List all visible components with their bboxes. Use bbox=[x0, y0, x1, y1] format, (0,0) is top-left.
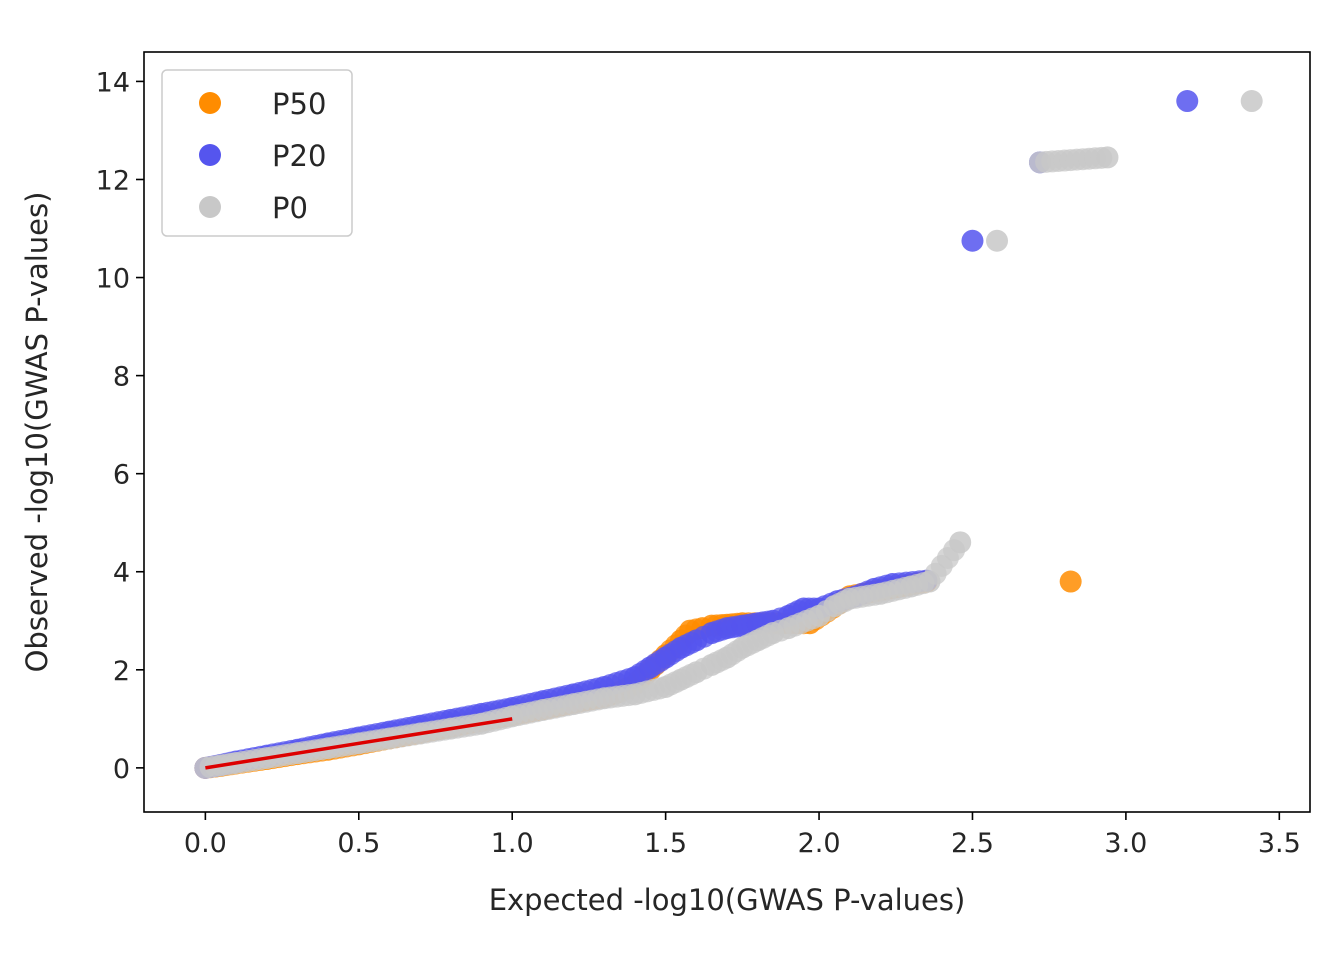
data-point bbox=[1028, 151, 1051, 174]
data-point bbox=[869, 582, 892, 605]
data-point bbox=[961, 229, 984, 252]
x-tick-label: 1.0 bbox=[491, 828, 534, 859]
data-marks bbox=[194, 90, 1263, 779]
x-tick-label: 0.0 bbox=[184, 828, 227, 859]
data-point bbox=[900, 575, 923, 598]
legend-marker bbox=[199, 144, 221, 166]
data-point bbox=[593, 687, 616, 710]
data-point bbox=[562, 693, 585, 716]
data-point bbox=[1176, 90, 1199, 113]
y-tick-label: 10 bbox=[96, 264, 130, 295]
reference-line bbox=[205, 717, 513, 770]
data-point bbox=[1059, 570, 1082, 593]
y-tick-label: 0 bbox=[113, 754, 130, 785]
y-tick-label: 4 bbox=[113, 558, 130, 589]
x-axis-label: Expected -log10(GWAS P-values) bbox=[489, 883, 966, 917]
data-point bbox=[623, 683, 646, 706]
legend-entry-label: P0 bbox=[272, 191, 308, 225]
x-tick-label: 3.0 bbox=[1104, 828, 1147, 859]
y-tick-label: 2 bbox=[113, 656, 130, 687]
data-point bbox=[1240, 90, 1263, 113]
legend-marker bbox=[199, 92, 221, 114]
legend-marker bbox=[199, 196, 221, 218]
y-tick-label: 14 bbox=[96, 67, 130, 98]
data-point bbox=[501, 705, 524, 728]
legend: P50 P20 P0 bbox=[161, 69, 353, 237]
data-point bbox=[531, 699, 554, 722]
y-tick-label: 8 bbox=[113, 362, 130, 393]
x-tick-label: 1.5 bbox=[644, 828, 687, 859]
x-axis: 0.0 0.5 1.0 1.5 2.0 2.5 3.0 3.5 bbox=[184, 812, 1301, 859]
data-point bbox=[777, 617, 800, 640]
data-point bbox=[1096, 146, 1119, 169]
x-tick-label: 3.5 bbox=[1258, 828, 1301, 859]
y-tick-label: 12 bbox=[96, 165, 130, 196]
legend-entry-label: P50 bbox=[272, 87, 326, 121]
x-tick-label: 2.0 bbox=[798, 828, 841, 859]
x-tick-label: 0.5 bbox=[337, 828, 380, 859]
data-point bbox=[918, 570, 941, 593]
x-tick-label: 2.5 bbox=[951, 828, 994, 859]
y-tick-label: 6 bbox=[113, 460, 130, 491]
data-point bbox=[986, 229, 1009, 252]
y-axis-label: Observed -log10(GWAS P-values) bbox=[20, 192, 54, 673]
data-point bbox=[949, 531, 972, 554]
legend-entry-label: P20 bbox=[272, 139, 326, 173]
plot-frame bbox=[143, 51, 1311, 813]
data-point bbox=[838, 587, 861, 610]
y-axis: 0 2 4 6 8 10 12 14 bbox=[96, 67, 144, 785]
